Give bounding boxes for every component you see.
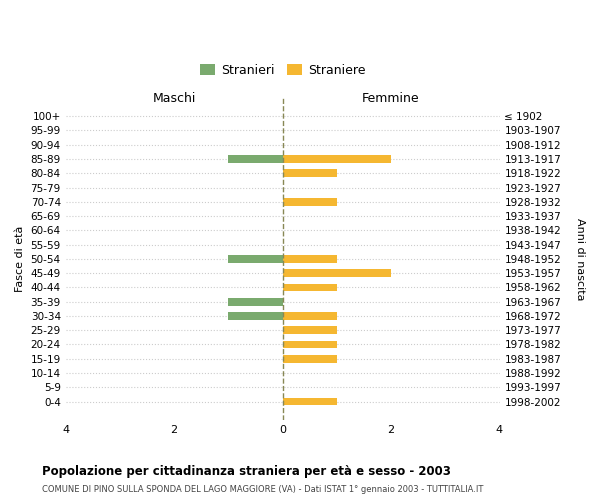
- Y-axis label: Anni di nascita: Anni di nascita: [575, 218, 585, 300]
- Text: COMUNE DI PINO SULLA SPONDA DEL LAGO MAGGIORE (VA) - Dati ISTAT 1° gennaio 2003 : COMUNE DI PINO SULLA SPONDA DEL LAGO MAG…: [42, 485, 484, 494]
- Bar: [283, 170, 337, 177]
- Legend: Stranieri, Straniere: Stranieri, Straniere: [194, 59, 371, 82]
- Bar: [283, 198, 337, 206]
- Text: Femmine: Femmine: [362, 92, 420, 105]
- Bar: [283, 355, 337, 362]
- Bar: [283, 269, 391, 277]
- Bar: [283, 398, 337, 406]
- Bar: [229, 312, 283, 320]
- Text: Popolazione per cittadinanza straniera per età e sesso - 2003: Popolazione per cittadinanza straniera p…: [42, 465, 451, 478]
- Text: Maschi: Maschi: [152, 92, 196, 105]
- Y-axis label: Fasce di età: Fasce di età: [15, 226, 25, 292]
- Bar: [283, 326, 337, 334]
- Bar: [283, 155, 391, 163]
- Bar: [229, 255, 283, 263]
- Bar: [283, 255, 337, 263]
- Bar: [283, 340, 337, 348]
- Bar: [283, 312, 337, 320]
- Bar: [229, 155, 283, 163]
- Bar: [283, 284, 337, 292]
- Bar: [229, 298, 283, 306]
